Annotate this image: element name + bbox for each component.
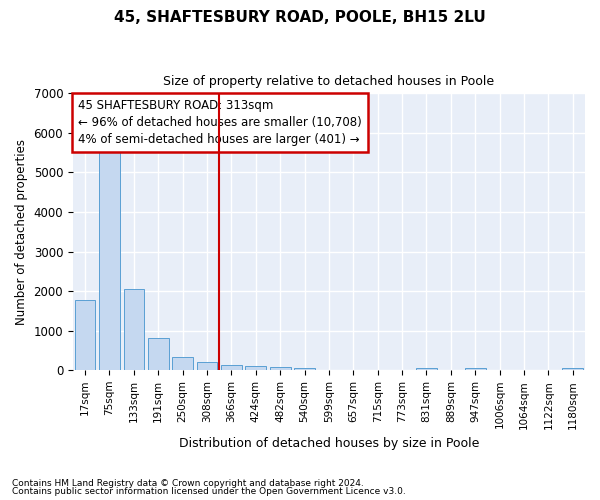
Bar	[197, 362, 217, 370]
Text: Contains public sector information licensed under the Open Government Licence v3: Contains public sector information licen…	[12, 487, 406, 496]
Bar	[148, 338, 169, 370]
X-axis label: Distribution of detached houses by size in Poole: Distribution of detached houses by size …	[179, 437, 479, 450]
Text: 45 SHAFTESBURY ROAD: 313sqm
← 96% of detached houses are smaller (10,708)
4% of : 45 SHAFTESBURY ROAD: 313sqm ← 96% of det…	[78, 99, 362, 146]
Bar	[124, 288, 144, 370]
Bar	[221, 366, 242, 370]
Bar	[270, 366, 290, 370]
Bar	[172, 356, 193, 370]
Text: 45, SHAFTESBURY ROAD, POOLE, BH15 2LU: 45, SHAFTESBURY ROAD, POOLE, BH15 2LU	[114, 10, 486, 25]
Title: Size of property relative to detached houses in Poole: Size of property relative to detached ho…	[163, 75, 494, 88]
Text: Contains HM Land Registry data © Crown copyright and database right 2024.: Contains HM Land Registry data © Crown c…	[12, 478, 364, 488]
Bar	[416, 368, 437, 370]
Bar	[465, 368, 485, 370]
Bar	[245, 366, 266, 370]
Bar	[562, 368, 583, 370]
Bar	[294, 368, 315, 370]
Y-axis label: Number of detached properties: Number of detached properties	[15, 139, 28, 325]
Bar	[99, 140, 120, 370]
Bar	[75, 300, 95, 370]
